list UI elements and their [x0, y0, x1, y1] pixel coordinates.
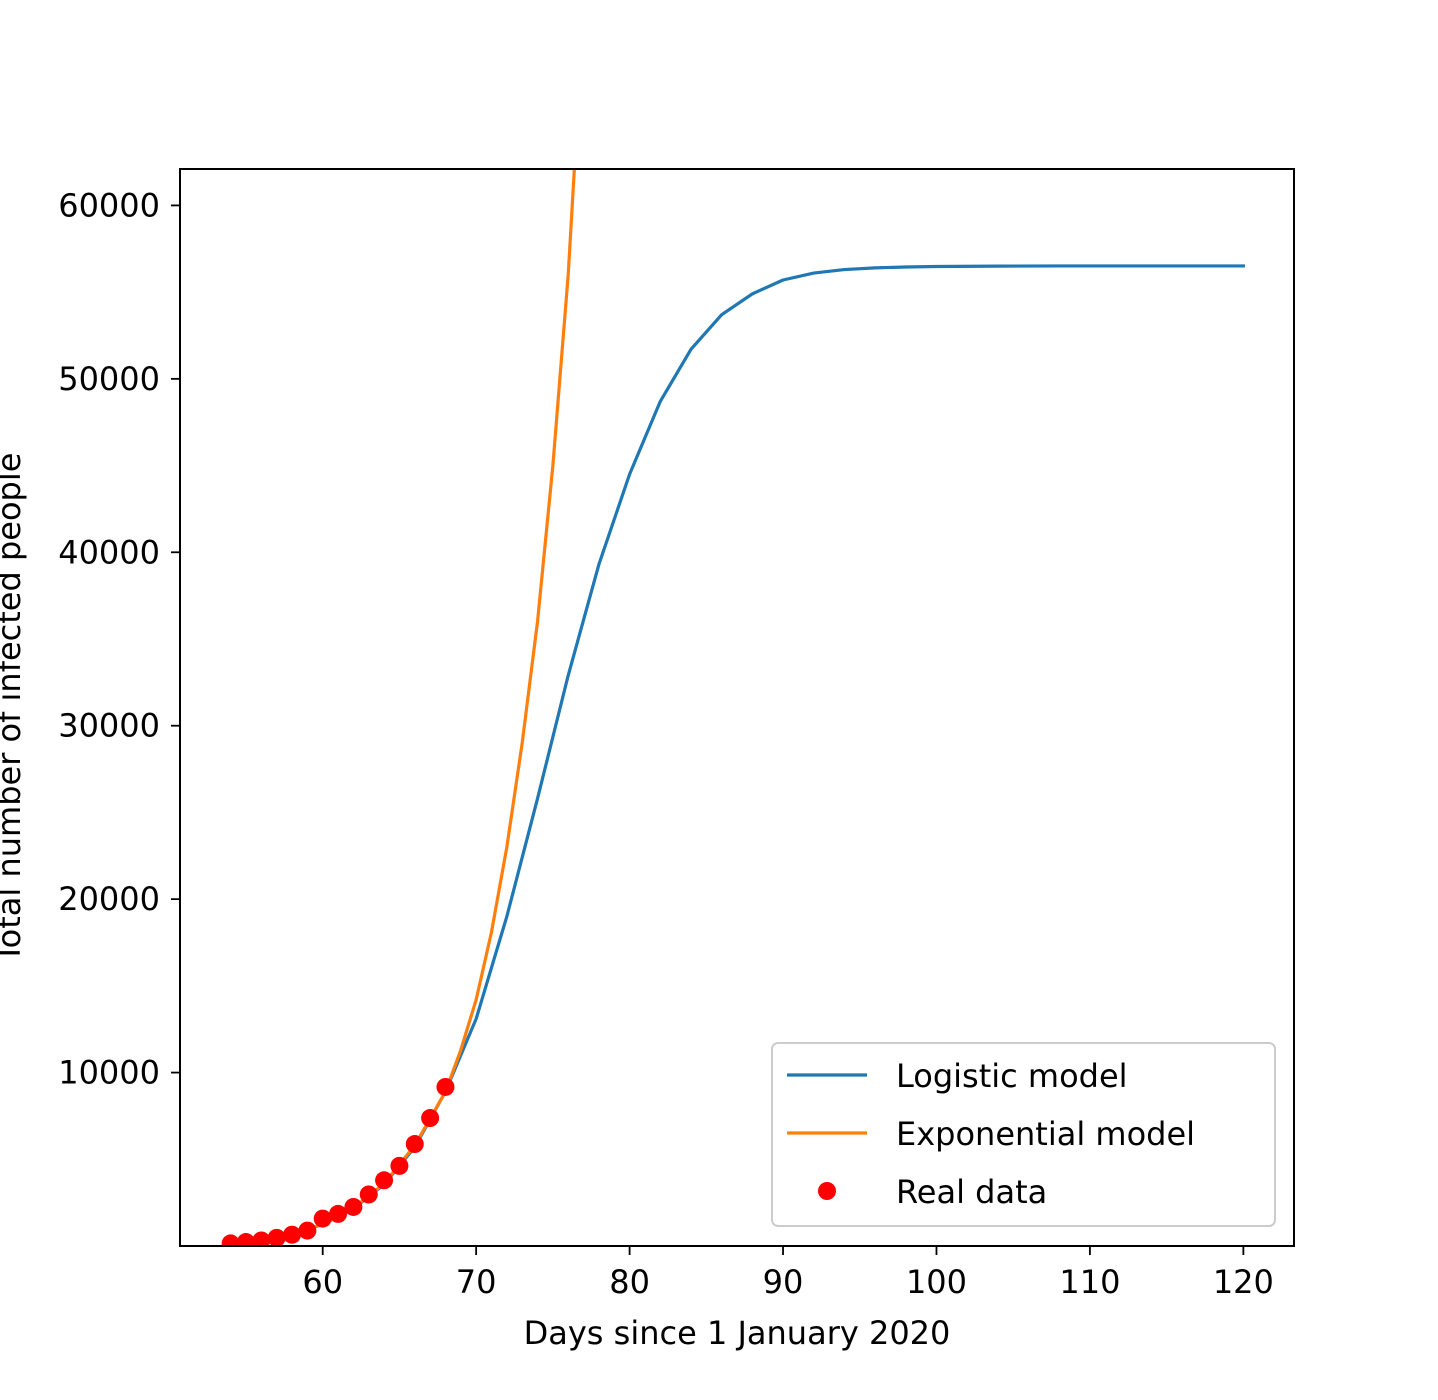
legend-exponential-model-label: Exponential model — [896, 1115, 1195, 1153]
x-tick-label: 70 — [456, 1263, 497, 1301]
legend-box — [771, 1042, 1276, 1227]
legend-real-data-label: Real data — [896, 1173, 1047, 1211]
x-tick-label: 90 — [763, 1263, 804, 1301]
x-tick-label: 80 — [609, 1263, 650, 1301]
series-layer — [221, 169, 1245, 1246]
x-tick-label: 100 — [906, 1263, 967, 1301]
y-tick-label: 20000 — [58, 880, 160, 918]
real-data-point — [329, 1204, 348, 1223]
x-tick-label: 120 — [1213, 1263, 1274, 1301]
y-tick-label: 10000 — [58, 1054, 160, 1092]
y-tick-label: 30000 — [58, 707, 160, 745]
plot-frame — [179, 168, 1295, 1247]
y-axis-title: Total number of infected people — [0, 453, 28, 964]
real-data-point — [221, 1234, 240, 1246]
real-data-point — [252, 1231, 271, 1246]
real-data-point — [421, 1109, 440, 1128]
real-data-point — [236, 1233, 255, 1246]
x-tick-label: 110 — [1059, 1263, 1120, 1301]
legend-real-data-swatch — [818, 1182, 836, 1200]
real-data-point — [344, 1197, 363, 1216]
real-data-point — [267, 1228, 286, 1246]
legend-logistic-model-label: Logistic model — [896, 1057, 1128, 1095]
real-data-point — [313, 1209, 332, 1228]
y-tick-label: 50000 — [58, 360, 160, 398]
x-tick-label: 60 — [302, 1263, 343, 1301]
real-data-point — [390, 1156, 409, 1175]
real-data-point — [405, 1135, 424, 1154]
y-tick-label: 40000 — [58, 533, 160, 571]
real-data-point — [375, 1171, 394, 1190]
x-axis-title: Days since 1 January 2020 — [524, 1314, 951, 1352]
real-data-point — [359, 1185, 378, 1204]
axes-layer: 60 70 80 90 100 110 120 10000 20000 30000 40000 500… — [58, 168, 1295, 1301]
legend: Logistic model Exponential model Real data — [771, 1042, 1276, 1227]
real-data-point — [298, 1221, 317, 1240]
y-tick-label: 60000 — [58, 186, 160, 224]
real-data-point — [283, 1225, 302, 1244]
real-data-point — [436, 1077, 455, 1096]
